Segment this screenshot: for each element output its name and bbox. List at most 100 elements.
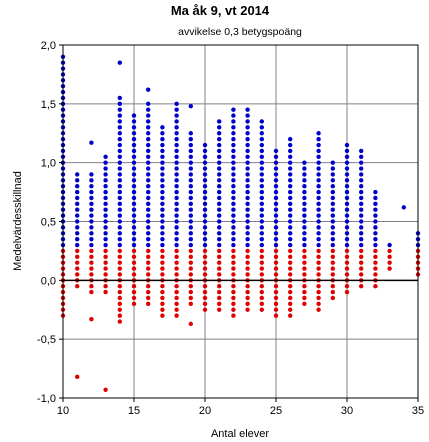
data-point	[160, 236, 165, 242]
data-point	[131, 142, 137, 148]
data-point	[188, 142, 193, 148]
x-tick-label: 30	[341, 405, 353, 417]
data-point	[288, 213, 293, 218]
data-point	[188, 236, 193, 242]
data-point	[359, 172, 364, 177]
data-point	[259, 231, 264, 236]
data-point	[174, 213, 179, 218]
data-point	[245, 142, 250, 148]
data-point	[75, 242, 80, 248]
data-point	[373, 189, 378, 195]
data-point	[231, 189, 236, 195]
data-point	[316, 172, 321, 177]
data-point	[273, 236, 279, 242]
data-point	[160, 307, 165, 312]
data-point	[245, 195, 250, 201]
data-point	[131, 160, 137, 165]
chart-title: Ma åk 9, vt 2014	[171, 3, 270, 18]
data-point	[273, 242, 279, 248]
data-point	[103, 154, 108, 159]
data-point	[259, 242, 264, 248]
data-point	[231, 242, 236, 248]
data-point	[344, 225, 350, 230]
data-point	[330, 236, 335, 242]
data-point	[231, 154, 236, 159]
data-point	[231, 131, 236, 136]
data-point	[75, 254, 80, 259]
data-point	[330, 231, 335, 236]
data-point	[259, 154, 264, 159]
data-point	[188, 154, 193, 159]
data-point	[259, 201, 264, 207]
data-point	[344, 195, 350, 201]
data-point	[174, 266, 179, 271]
data-point	[103, 289, 108, 295]
data-point	[344, 242, 350, 248]
data-point	[373, 254, 378, 259]
data-point	[131, 295, 137, 301]
data-point	[231, 136, 236, 142]
data-point	[89, 213, 94, 218]
data-point	[146, 301, 151, 307]
data-point	[330, 178, 335, 183]
data-point	[259, 136, 264, 142]
y-tick-label: -0,5	[37, 334, 56, 346]
data-point	[160, 260, 165, 265]
data-point	[231, 313, 236, 318]
data-point	[131, 113, 137, 118]
data-point	[103, 213, 108, 218]
data-point	[344, 148, 350, 154]
data-point	[245, 213, 250, 218]
data-point	[217, 184, 222, 189]
data-point	[302, 242, 307, 248]
x-tick-label: 15	[128, 405, 140, 417]
data-point	[259, 260, 264, 265]
data-point	[259, 213, 264, 218]
data-point	[273, 295, 279, 301]
data-point	[103, 184, 108, 189]
data-point	[117, 313, 123, 318]
data-point	[146, 125, 151, 130]
data-point	[231, 225, 236, 230]
data-point	[131, 131, 137, 136]
data-point	[259, 236, 264, 242]
data-point	[359, 248, 364, 254]
data-point	[174, 260, 179, 265]
data-point	[217, 231, 222, 236]
data-point	[89, 266, 94, 271]
data-point	[89, 242, 94, 248]
data-point	[330, 189, 335, 195]
data-point	[188, 103, 193, 109]
data-point	[259, 225, 264, 230]
data-point	[288, 207, 293, 212]
data-point	[330, 225, 335, 230]
data-point	[202, 231, 208, 236]
data-point	[160, 189, 165, 195]
data-point	[131, 178, 137, 183]
data-point	[273, 189, 279, 195]
data-point	[231, 219, 236, 224]
data-point	[288, 242, 293, 248]
data-point	[231, 266, 236, 271]
data-point	[231, 284, 236, 289]
data-point	[188, 295, 193, 301]
data-point	[188, 178, 193, 183]
data-point	[231, 295, 236, 301]
data-point	[103, 260, 108, 265]
data-point	[330, 160, 335, 165]
data-point	[231, 272, 236, 277]
data-point	[330, 213, 335, 218]
data-point	[103, 178, 108, 183]
data-point	[146, 284, 151, 289]
data-point	[359, 260, 364, 265]
data-point	[202, 142, 208, 148]
data-point	[359, 266, 364, 271]
data-point	[103, 266, 108, 271]
data-point	[245, 284, 250, 289]
data-point	[117, 113, 123, 118]
data-point	[316, 248, 321, 254]
data-point	[131, 231, 137, 236]
data-point	[273, 201, 279, 207]
data-point	[231, 248, 236, 254]
data-point	[174, 107, 179, 112]
